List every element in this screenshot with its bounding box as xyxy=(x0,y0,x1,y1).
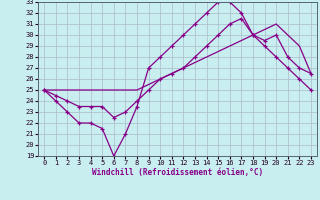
X-axis label: Windchill (Refroidissement éolien,°C): Windchill (Refroidissement éolien,°C) xyxy=(92,168,263,177)
